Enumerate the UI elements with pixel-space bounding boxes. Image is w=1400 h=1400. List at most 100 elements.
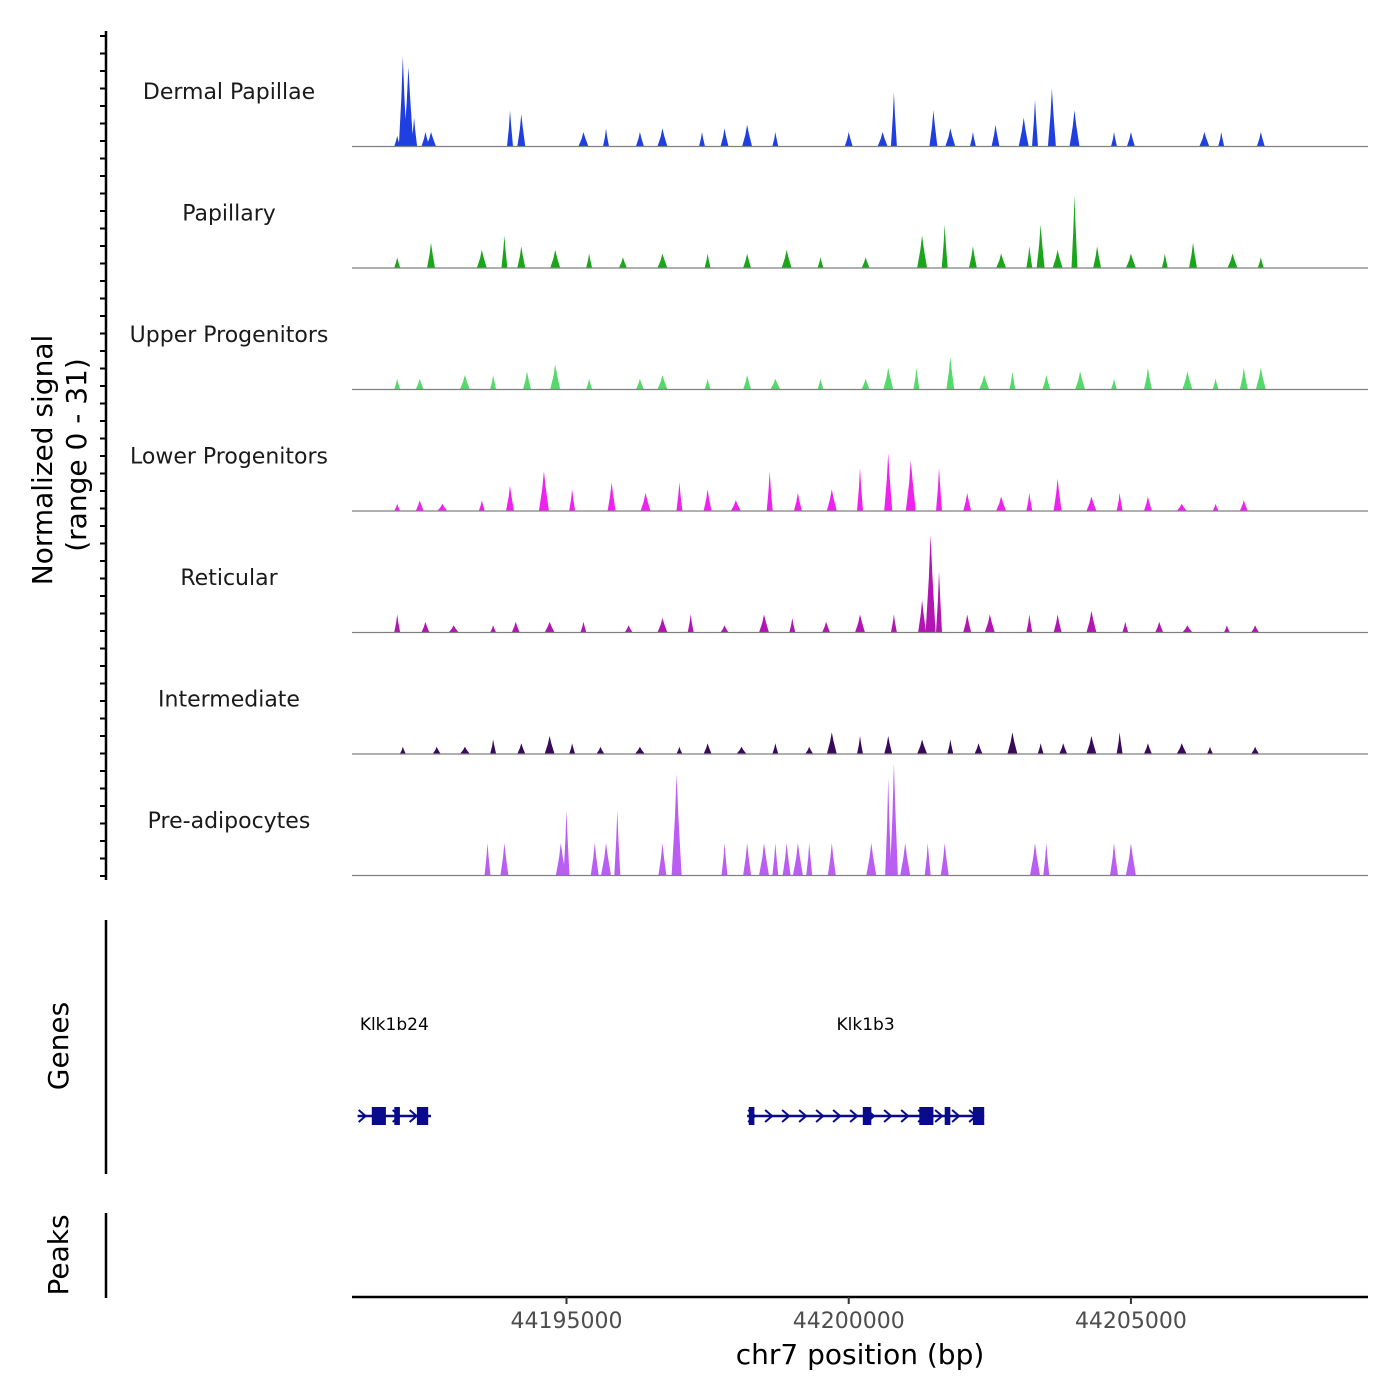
signal-peak — [1110, 843, 1118, 876]
signal-peak — [730, 500, 741, 511]
signal-peak — [1223, 625, 1230, 633]
x-tick-label: 44205000 — [1075, 1309, 1187, 1334]
signal-peak — [569, 743, 576, 754]
signal-peak — [538, 471, 549, 511]
signal-peak — [676, 482, 683, 511]
signal-peak — [459, 375, 470, 390]
strand-arrow — [815, 1109, 825, 1123]
signal-peak — [936, 467, 942, 511]
signal-peak — [1053, 478, 1062, 511]
signal-peak — [946, 357, 955, 390]
signal-peak — [743, 253, 752, 268]
signal-peak — [657, 128, 668, 147]
signal-peak — [979, 375, 990, 390]
track-labels: Dermal Papillae Papillary Upper Progenitor… — [130, 80, 329, 834]
signal-peak — [890, 92, 897, 147]
coverage-tracks — [352, 56, 1368, 877]
signal-peak — [889, 763, 898, 876]
signal-peak — [1053, 614, 1062, 633]
signal-peak — [1086, 735, 1097, 754]
signal-peak — [826, 732, 837, 754]
strand-arrow — [900, 1109, 910, 1123]
x-axis-title: chr7 position (bp) — [736, 1338, 985, 1371]
x-axis: 44195000 44200000 44205000 — [352, 1295, 1368, 1334]
signal-peak — [490, 739, 497, 754]
signal-peak — [1047, 88, 1056, 147]
signal-peak — [1125, 253, 1136, 268]
signal-peak — [826, 489, 837, 511]
signal-peak — [1251, 746, 1260, 754]
signal-peak — [1176, 743, 1187, 754]
signal-peak — [569, 489, 576, 511]
signal-peak — [861, 378, 870, 390]
signal-peak — [1161, 253, 1168, 268]
signal-peak — [945, 128, 956, 147]
signal-peak — [634, 746, 645, 754]
track-dermal-papillae — [352, 56, 1368, 148]
signal-peak — [640, 492, 651, 511]
signal-peak — [618, 257, 627, 268]
signal-peak — [1018, 117, 1029, 147]
signal-peak — [555, 843, 566, 876]
signal-peak — [884, 453, 893, 511]
signal-peak — [1257, 257, 1264, 268]
signal-peak — [563, 810, 570, 876]
peaks-axis-title: Peaks — [42, 1214, 75, 1295]
track-label-pre-adipocytes: Pre-adipocytes — [148, 809, 311, 834]
signal-peak — [918, 600, 927, 633]
signal-peak — [857, 735, 863, 754]
signal-peak — [772, 843, 779, 876]
signal-peak — [501, 235, 508, 268]
signal-peak — [759, 614, 769, 633]
signal-peak — [459, 746, 470, 754]
signal-peak — [1199, 132, 1210, 147]
signal-peak — [1126, 132, 1135, 147]
signal-peak — [1182, 371, 1193, 390]
signal-peak — [394, 614, 401, 633]
track-label-lower-progenitors: Lower Progenitors — [130, 445, 328, 470]
y-axis-title: Normalized signal — [26, 335, 59, 586]
gene-klk1b24: Klk1b24 — [357, 1015, 432, 1125]
signal-peak — [403, 67, 414, 147]
track-papillary — [352, 195, 1368, 269]
signal-peak — [448, 625, 459, 633]
signal-peak — [743, 843, 752, 876]
signal-peak — [866, 843, 877, 876]
signal-peak — [1116, 492, 1123, 511]
x-tick-label: 44195000 — [510, 1309, 622, 1334]
signal-peak — [398, 56, 407, 147]
signal-peak — [720, 625, 729, 633]
strand-arrow — [408, 1109, 419, 1123]
signal-peak — [596, 746, 605, 754]
signal-peak — [426, 132, 436, 147]
signal-peak — [770, 378, 781, 390]
signal-peak — [671, 774, 682, 876]
signal-peak — [544, 621, 555, 633]
signal-peak — [1122, 621, 1129, 633]
signal-peak — [586, 253, 593, 268]
signal-peak — [1212, 378, 1219, 390]
strand-arrow — [832, 1109, 842, 1123]
signal-peak — [772, 132, 779, 147]
strand-arrow — [357, 1109, 368, 1123]
signal-peak — [1026, 492, 1033, 511]
signal-peak — [394, 257, 401, 268]
gene-exon — [748, 1107, 755, 1125]
signal-peak — [917, 739, 928, 754]
signal-peak — [861, 257, 870, 268]
signal-peak — [1026, 246, 1033, 268]
gene-exon — [394, 1107, 400, 1125]
gene-exon — [919, 1107, 934, 1125]
signal-peak — [635, 132, 644, 147]
signal-peak — [657, 375, 668, 390]
signal-peak — [772, 743, 779, 754]
signal-peak — [1251, 625, 1260, 633]
signal-peak — [1125, 843, 1136, 876]
signal-peak — [586, 378, 593, 390]
signal-peak — [766, 471, 773, 511]
signal-peak — [1143, 367, 1152, 390]
strand-arrow — [934, 1109, 944, 1123]
y-axis-range: (range 0 - 31) — [60, 358, 93, 552]
signal-peak — [1093, 246, 1102, 268]
strand-arrow — [798, 1109, 808, 1123]
